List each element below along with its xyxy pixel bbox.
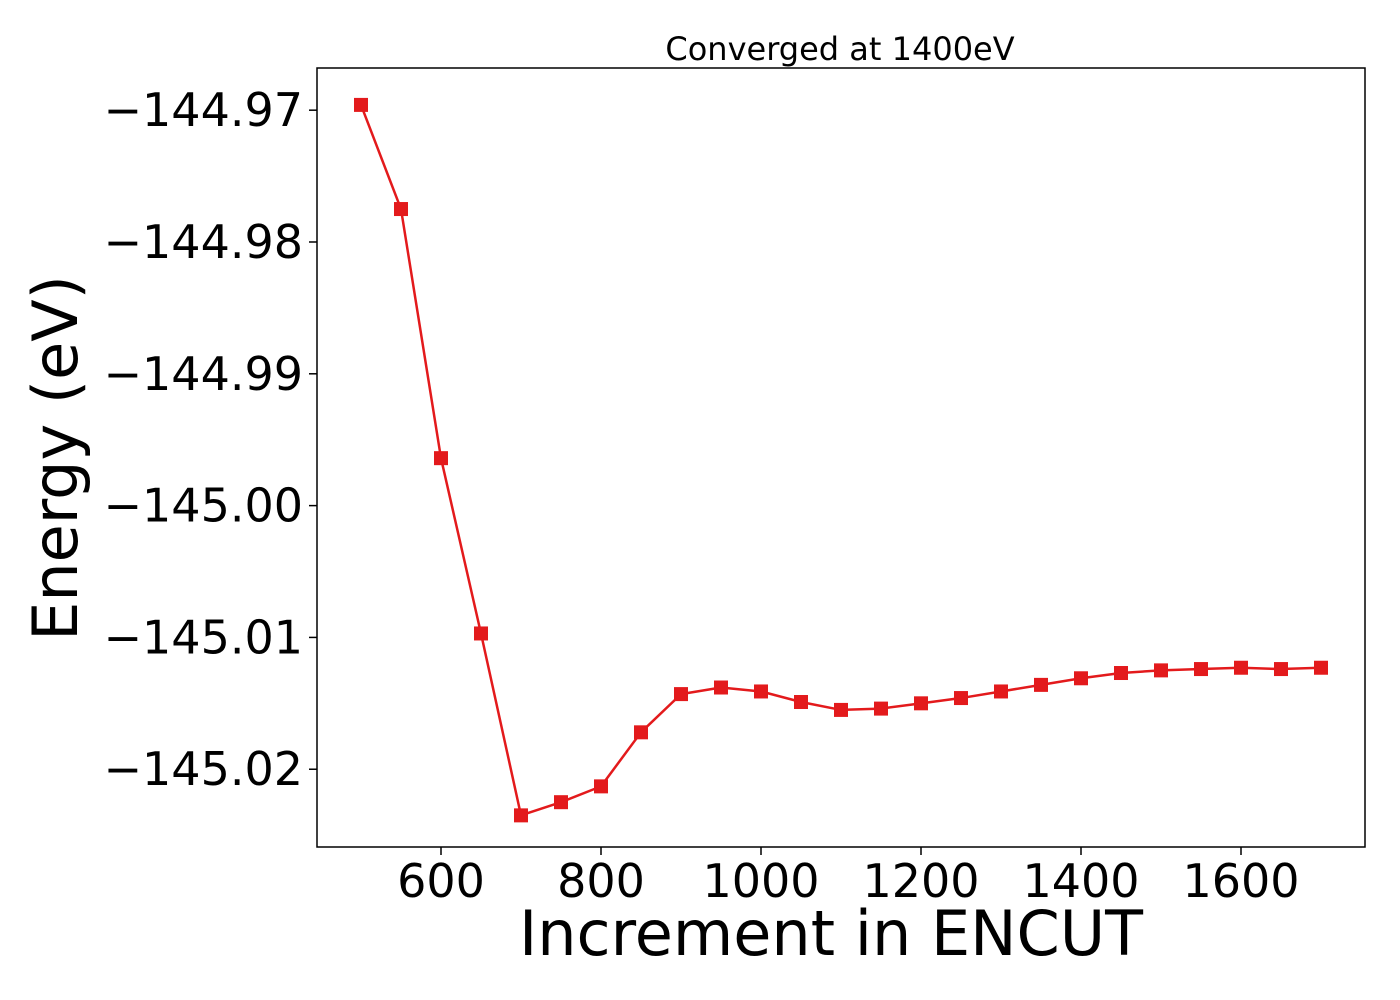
x-axis-ticks: 600 800 1000 1200 1400 1600 [397, 847, 1300, 908]
data-point-marker [594, 779, 608, 794]
x-tick-label: 600 [397, 854, 485, 908]
y-tick-label: −145.02 [104, 742, 304, 796]
x-tick-label: 1400 [1022, 854, 1139, 908]
x-tick-label: 1600 [1182, 854, 1299, 908]
data-point-marker [994, 684, 1008, 699]
y-axis-label: Energy (eV) [19, 275, 92, 641]
data-point-marker [674, 687, 688, 702]
data-point-marker [514, 808, 528, 823]
data-point-marker [874, 701, 888, 716]
data-point-marker [1114, 666, 1128, 681]
x-tick-label: 1000 [702, 854, 819, 908]
data-point-marker [634, 725, 648, 740]
data-point-marker [1314, 660, 1328, 675]
series-layer [354, 97, 1328, 823]
y-tick-label: −144.98 [104, 215, 304, 269]
data-point-marker [354, 97, 368, 112]
plot-area-frame [316, 67, 1366, 848]
data-point-marker [1274, 662, 1288, 677]
data-point-marker [1194, 662, 1208, 677]
y-tick-label: −145.01 [104, 610, 304, 664]
data-point-marker [794, 695, 808, 710]
data-point-marker [1034, 677, 1048, 692]
data-point-marker [474, 626, 488, 641]
data-point-marker [434, 451, 448, 466]
data-point-marker [394, 202, 408, 217]
data-point-marker [1234, 660, 1248, 675]
x-axis-label: Increment in ENCUT [519, 897, 1144, 970]
data-point-marker [834, 702, 848, 717]
data-point-marker [554, 795, 568, 810]
chart-title: Converged at 1400eV [665, 30, 1014, 68]
data-point-marker [954, 691, 968, 706]
data-point-marker [754, 684, 768, 699]
data-point-marker [1074, 671, 1088, 686]
y-tick-label: −144.99 [104, 347, 304, 401]
x-tick-label: 1200 [862, 854, 979, 908]
y-tick-label: −145.00 [104, 479, 304, 533]
x-tick-label: 800 [557, 854, 645, 908]
data-point-marker [1154, 663, 1168, 678]
y-axis-ticks: −144.97 −144.98 −144.99 −145.00 −145.01 −145.… [104, 83, 317, 796]
y-tick-label: −144.97 [104, 83, 304, 137]
data-point-marker [714, 680, 728, 695]
data-point-marker [914, 696, 928, 711]
